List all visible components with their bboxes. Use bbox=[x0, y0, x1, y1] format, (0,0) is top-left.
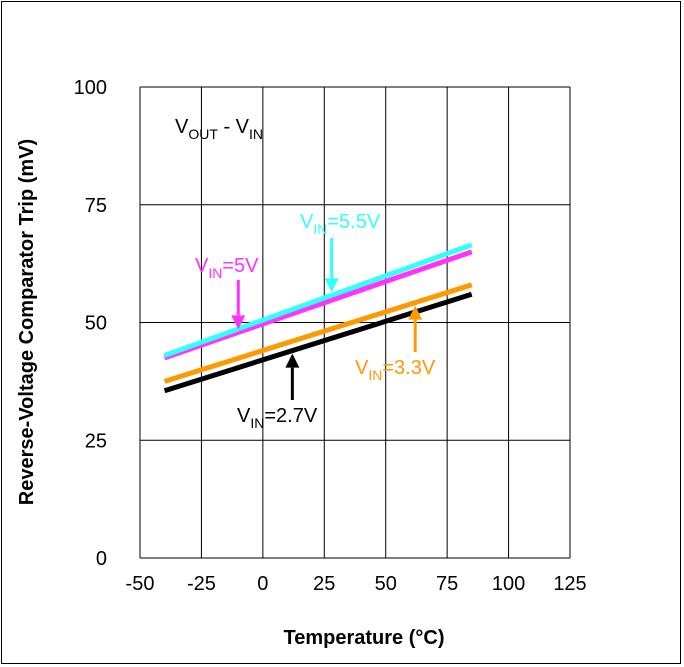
series-label-vin-2-7v: VIN=2.7V bbox=[237, 405, 318, 431]
series-line-vin-5v bbox=[163, 249, 473, 361]
arrow-vin-5-5v bbox=[324, 238, 339, 293]
x-tick-label: 75 bbox=[436, 573, 458, 595]
y-tick-label: 0 bbox=[96, 548, 107, 570]
x-tick-label: -50 bbox=[126, 573, 155, 595]
series-line-vin-5-5v bbox=[163, 242, 473, 358]
x-tick-label: 125 bbox=[553, 573, 586, 595]
y-tick-label: 25 bbox=[85, 430, 107, 452]
arrow-vin-5v bbox=[231, 280, 246, 330]
y-tick-label: 50 bbox=[85, 313, 107, 335]
series-line-vin-2-7v bbox=[163, 291, 473, 394]
arrow-vin-3-3v bbox=[408, 305, 423, 352]
series-line-vin-3-3v bbox=[163, 282, 473, 384]
x-tick-label: 50 bbox=[375, 573, 397, 595]
y-axis-label: Reverse-Voltage Comparator Trip (mV) bbox=[16, 139, 38, 505]
y-tick-label: 75 bbox=[85, 195, 107, 217]
series-label-vin-5-5v: VIN=5.5V bbox=[300, 211, 381, 237]
y-tick-label: 100 bbox=[74, 77, 107, 99]
x-tick-label: 0 bbox=[257, 573, 268, 595]
arrow-vin-2-7v bbox=[285, 353, 300, 400]
arrow-layer bbox=[231, 238, 423, 400]
x-tick-label: 25 bbox=[313, 573, 335, 595]
ticks: -50 -25 0 25 50 75 100 125 0 25 50 75 100 bbox=[74, 77, 587, 595]
x-axis-label: Temperature (°C) bbox=[284, 627, 445, 649]
series-label-vin-5v: VIN=5V bbox=[195, 255, 259, 281]
x-tick-label: 100 bbox=[492, 573, 525, 595]
series-layer bbox=[163, 242, 473, 394]
series-label-vin-3-3v: VIN=3.3V bbox=[355, 357, 436, 383]
grid bbox=[139, 86, 571, 559]
plot-annotation: VOUT - VIN bbox=[175, 116, 263, 142]
x-tick-label: -25 bbox=[187, 573, 216, 595]
